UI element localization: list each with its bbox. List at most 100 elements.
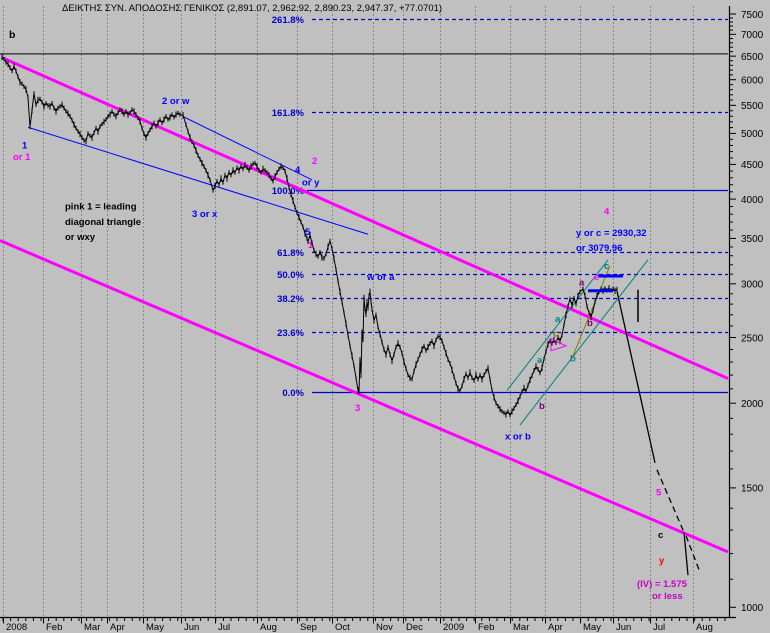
wave-label: b <box>9 29 15 41</box>
wave-label: a <box>555 314 561 325</box>
wave-label: 4 <box>604 207 610 218</box>
y-axis-label: 2000 <box>741 399 764 410</box>
pennant-flag <box>550 337 568 352</box>
fib-label: 23.6% <box>277 328 304 339</box>
wave-label: or 3079,96 <box>576 243 622 254</box>
wave-label: b <box>587 318 593 329</box>
wave-label: or 1 <box>13 152 31 163</box>
chart-title: ΔΕΙΚΤΗΣ ΣΥΝ. ΑΠΟΔΟΣΗΣ ΓΕΝΙΚΟΣ (2,891.07,… <box>62 3 442 14</box>
y-axis-label: 5500 <box>741 101 764 112</box>
fib-label: 161.8% <box>272 108 305 119</box>
wave-label: 2 <box>312 156 317 167</box>
x-axis-label: Jun <box>184 622 199 633</box>
wave-label: 1 <box>308 240 314 251</box>
x-axis-label: Mar <box>84 622 100 633</box>
wave-label: c <box>658 530 663 541</box>
fib-label: 261.8% <box>272 15 305 26</box>
x-axis-label: 2009 <box>443 622 464 633</box>
wave-label: diagonal triangle <box>65 217 141 228</box>
trendlines <box>0 56 729 554</box>
wave-label: y or c = 2930,32 <box>576 228 647 239</box>
x-axis-label: Aug <box>696 622 713 633</box>
fib-label: 38.2% <box>277 294 304 305</box>
price-bars <box>1 53 618 418</box>
wave-label: pink 1 = leading <box>65 202 137 213</box>
fib-retracement-lines: 261.8% 161.8% 100.0% 61.8% 50.0% 38.2% 23.6% 0.… <box>272 15 728 399</box>
wave-label: (IV) = 1.575 <box>637 579 688 590</box>
fib-label: 61.8% <box>277 248 304 259</box>
olive-trendline <box>571 265 611 359</box>
x-axis-label: May <box>146 622 164 633</box>
target-lines <box>588 274 623 293</box>
y-axis-label: 1500 <box>741 484 764 495</box>
wave-label: x or b <box>505 431 531 442</box>
wave-label: or less <box>652 591 683 602</box>
price-series <box>1 53 618 418</box>
projection-line <box>616 291 656 464</box>
x-axis-label: 2008 <box>6 622 27 633</box>
x-axis: 2008 Feb Mar Apr May Jun Jul Aug Sep Oct Nov Dec 200… <box>0 616 736 633</box>
teal-channel-right <box>519 259 649 426</box>
x-axis-label: Feb <box>478 622 494 633</box>
wave-label: c <box>604 261 609 272</box>
x-axis-label: Aug <box>260 622 277 633</box>
wave-label: or y <box>302 177 320 188</box>
y-axis-label: 7500 <box>741 10 764 21</box>
wedge-lower-line <box>27 126 369 235</box>
y-axis-label: 3500 <box>741 234 764 245</box>
wave-label: 3 or x <box>192 209 218 220</box>
pink-trendline-upper <box>2 56 729 380</box>
wave-label: or wxy <box>65 232 96 243</box>
wave-label: a <box>579 277 585 288</box>
y-axis: 7500 7000 6500 6000 5500 5000 4500 4000 3500 3000… <box>728 6 764 618</box>
y-axis-label: 2500 <box>741 333 764 344</box>
wave-label: 5 <box>656 487 662 498</box>
x-axis-label: Nov <box>376 622 393 633</box>
x-axis-label: Sep <box>300 622 317 633</box>
x-axis-label: Oct <box>335 622 350 633</box>
projection-line <box>683 532 689 576</box>
wave-label: y <box>659 555 665 566</box>
y-axis-label: 6000 <box>741 76 764 87</box>
wedge-upper-line <box>182 116 313 181</box>
x-axis-label: Feb <box>46 622 62 633</box>
wave-label: 1 <box>22 140 28 151</box>
x-axis-label: Jul <box>653 622 665 633</box>
y-axis-label: 7000 <box>741 30 764 41</box>
wave-label: 5 <box>305 227 311 238</box>
wave-label: 4 <box>295 165 301 176</box>
x-axis-label: Mar <box>513 622 529 633</box>
x-axis-label: May <box>583 622 601 633</box>
projection-line <box>685 535 701 573</box>
projection-line <box>656 469 685 533</box>
wave-label: w or a <box>366 272 395 283</box>
x-axis-label: Jul <box>218 622 230 633</box>
x-axis-label: Jun <box>616 622 631 633</box>
x-axis-label: Dec <box>406 622 423 633</box>
projection-lines <box>616 291 701 576</box>
wave-label: b <box>539 401 545 412</box>
gridlines <box>3 6 694 616</box>
wave-label: 3 <box>355 403 360 414</box>
wave-label: 2 or w <box>162 96 190 107</box>
fib-label: 0.0% <box>282 388 304 399</box>
y-axis-label: 4500 <box>741 160 764 171</box>
x-axis-label: Apr <box>548 622 563 633</box>
y-axis-label: 4000 <box>741 195 764 206</box>
wave-label: a <box>537 355 543 366</box>
y-axis-label: 5000 <box>741 129 764 140</box>
x-axis-label: Apr <box>110 622 125 633</box>
wave-label: b <box>570 354 576 365</box>
wave-label: c <box>553 328 558 339</box>
teal-channel-left <box>506 259 609 391</box>
y-axis-label: 1000 <box>741 603 764 614</box>
fib-label: 50.0% <box>277 270 304 281</box>
pink-trendline-lower <box>0 239 729 554</box>
pennant-flag <box>550 337 568 352</box>
fib-label: 100.0% <box>272 186 305 197</box>
y-axis-label: 3000 <box>741 280 764 291</box>
y-axis-label: 6500 <box>741 52 764 63</box>
